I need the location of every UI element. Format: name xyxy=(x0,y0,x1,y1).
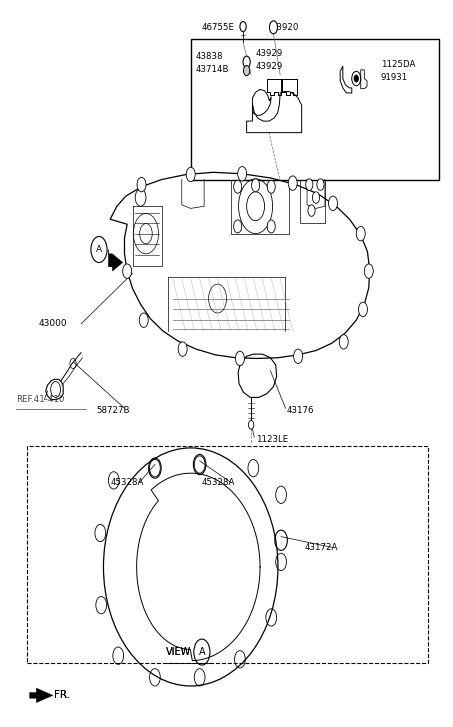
Circle shape xyxy=(306,179,313,190)
Text: 43929: 43929 xyxy=(255,49,283,57)
Text: VIEW: VIEW xyxy=(166,647,191,657)
Text: 43920: 43920 xyxy=(271,23,299,32)
Circle shape xyxy=(354,75,358,82)
Circle shape xyxy=(139,313,148,327)
Text: 43714B: 43714B xyxy=(195,65,229,74)
Text: FR.: FR. xyxy=(54,691,70,700)
Circle shape xyxy=(339,334,348,349)
Circle shape xyxy=(243,56,250,68)
Polygon shape xyxy=(108,249,123,271)
Circle shape xyxy=(135,189,146,206)
Circle shape xyxy=(317,179,324,190)
Text: 43000: 43000 xyxy=(39,319,67,329)
Circle shape xyxy=(234,220,242,233)
Polygon shape xyxy=(29,688,53,702)
Circle shape xyxy=(234,180,242,193)
Circle shape xyxy=(186,167,195,182)
Circle shape xyxy=(123,264,132,278)
Text: 1123LE: 1123LE xyxy=(255,435,288,443)
Circle shape xyxy=(251,179,260,192)
Text: VIEW: VIEW xyxy=(166,647,191,657)
Circle shape xyxy=(248,420,254,429)
Text: 43172A: 43172A xyxy=(305,543,338,552)
Text: REF.41-410: REF.41-410 xyxy=(16,395,65,404)
Circle shape xyxy=(270,21,278,33)
Circle shape xyxy=(288,176,297,190)
Text: 91931: 91931 xyxy=(381,73,408,81)
Circle shape xyxy=(313,192,319,204)
Circle shape xyxy=(137,177,146,192)
Text: 43929: 43929 xyxy=(255,62,283,71)
Circle shape xyxy=(308,205,315,217)
Circle shape xyxy=(328,196,337,211)
Circle shape xyxy=(356,226,365,241)
Text: 46755E: 46755E xyxy=(202,23,235,32)
Text: 45328A: 45328A xyxy=(110,478,144,487)
Circle shape xyxy=(358,302,367,316)
Text: A: A xyxy=(96,245,102,254)
Circle shape xyxy=(294,349,303,364)
Circle shape xyxy=(267,220,275,233)
Circle shape xyxy=(236,351,245,366)
Circle shape xyxy=(238,166,246,181)
Circle shape xyxy=(364,264,373,278)
Circle shape xyxy=(267,180,275,193)
Text: 43838: 43838 xyxy=(195,52,223,61)
Circle shape xyxy=(178,342,187,356)
Text: 45328A: 45328A xyxy=(202,478,235,487)
Circle shape xyxy=(240,22,246,32)
Text: 1125DA: 1125DA xyxy=(381,60,415,68)
Text: FR.: FR. xyxy=(54,691,70,700)
Circle shape xyxy=(244,65,250,76)
Text: A: A xyxy=(198,647,205,657)
Text: 58727B: 58727B xyxy=(97,406,130,415)
Text: 43176: 43176 xyxy=(287,406,314,415)
